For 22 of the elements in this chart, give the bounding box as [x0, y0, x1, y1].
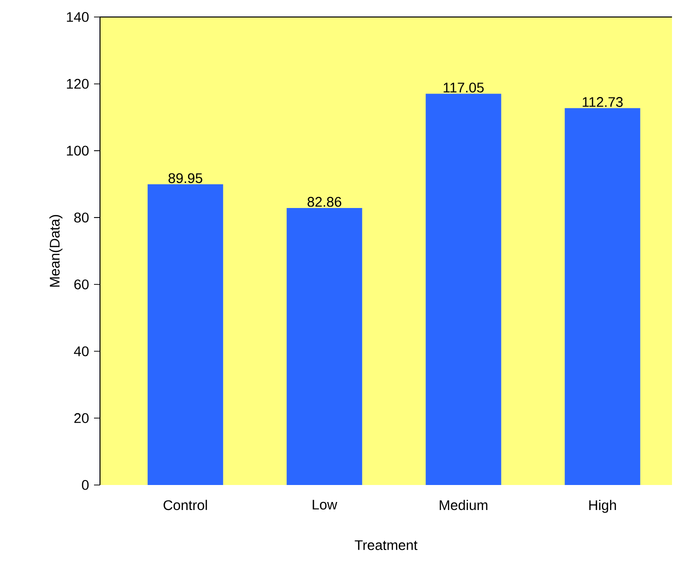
x-tick-label: Medium — [440, 500, 488, 510]
data-label: 112.73 — [582, 97, 623, 107]
bar — [286, 208, 362, 485]
data-label: 82.86 — [308, 196, 342, 207]
bar — [148, 184, 224, 485]
y-tick-label: 100 — [66, 146, 89, 156]
x-axis-title: Treatment — [354, 540, 418, 550]
data-label: 117.05 — [444, 82, 484, 93]
bar — [564, 108, 640, 485]
y-tick-label: 140 — [66, 12, 89, 22]
y-axis-title: Mean(Data) — [49, 215, 62, 287]
y-tick-label: 0 — [82, 480, 89, 490]
y-tick-label: 120 — [66, 78, 89, 89]
bar — [426, 94, 502, 485]
y-tick-label: 80 — [74, 212, 89, 222]
data-label: 89.95 — [168, 173, 202, 184]
y-tick-label: 40 — [74, 346, 89, 356]
y-tick-label: 60 — [74, 279, 89, 290]
y-tick-label: 20 — [74, 413, 89, 424]
x-tick-label: Low — [312, 500, 338, 510]
x-tick-label: High — [589, 500, 616, 513]
x-tick-label: Control — [164, 500, 207, 510]
